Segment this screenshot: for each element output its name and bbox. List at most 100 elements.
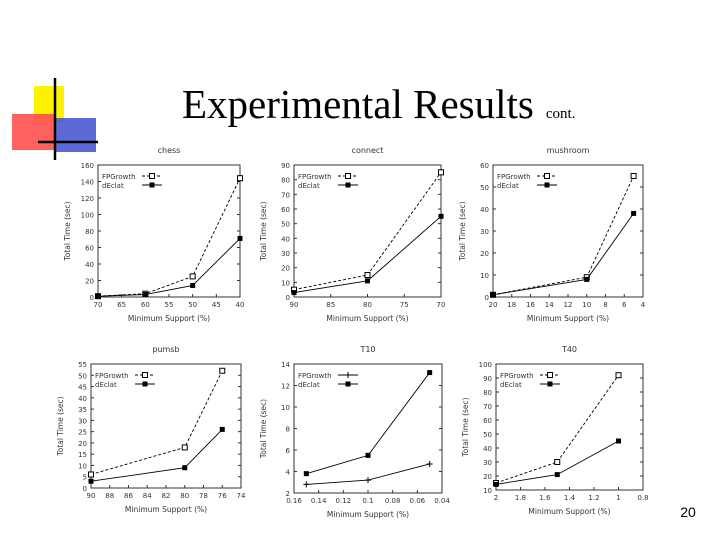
chart-1-xtick-label: 85 bbox=[326, 301, 335, 309]
chart-2-series-1-line bbox=[492, 213, 634, 296]
chart-4-series-1-line bbox=[306, 372, 431, 475]
chart-1-marker bbox=[364, 272, 371, 278]
chart-0-ytick-label: 120 bbox=[81, 195, 94, 203]
chart-0-legend-label: FPGrowth bbox=[102, 173, 136, 181]
chart-3-series-1-line bbox=[90, 429, 223, 482]
chart-4-legend-label: FPGrowth bbox=[298, 372, 332, 380]
chart-5-xtick-label: 1.4 bbox=[564, 494, 576, 502]
chart-3-marker bbox=[219, 367, 226, 374]
chart-0-marker bbox=[149, 173, 155, 179]
chart-2-xtick-label: 10 bbox=[582, 301, 591, 309]
chart-2-ytick-label: 40 bbox=[480, 206, 489, 214]
chart-3-marker bbox=[182, 465, 188, 471]
chart-0-marker bbox=[95, 293, 101, 299]
chart-4-xlabel: Minimum Support (%) bbox=[327, 510, 409, 519]
chart-3-xtick-label: 82 bbox=[162, 492, 171, 500]
chart-5-marker bbox=[616, 438, 621, 444]
chart-1-ytick-label: 90 bbox=[281, 162, 290, 170]
chart-4-marker bbox=[365, 452, 371, 458]
chart-1-ytick-label: 60 bbox=[281, 206, 290, 214]
chart-0-xlabel: Minimum Support (%) bbox=[128, 314, 210, 323]
chart-5-xtick-label: 1.6 bbox=[539, 494, 551, 502]
chart-5-xtick-label: 1.8 bbox=[515, 494, 526, 502]
chart-0-xtick-label: 40 bbox=[236, 301, 245, 309]
chart-1-xlabel: Minimum Support (%) bbox=[326, 314, 408, 323]
chart-4-xtick-label: 0.16 bbox=[286, 497, 302, 505]
chart-0-xtick-label: 55 bbox=[165, 301, 174, 309]
chart-1-ytick-label: 20 bbox=[281, 265, 290, 273]
chart-3-ytick-label: 0 bbox=[83, 485, 87, 493]
slide-title: Experimental Results cont. bbox=[182, 80, 622, 130]
chart-1-ytick-label: 50 bbox=[281, 221, 290, 229]
slide-logo bbox=[12, 78, 98, 160]
chart-3-marker bbox=[88, 478, 94, 484]
chart-3-ytick-label: 50 bbox=[78, 372, 87, 380]
chart-2-legend-label: FPGrowth bbox=[497, 173, 531, 181]
chart-2-xtick-label: 4 bbox=[641, 301, 646, 309]
chart-0-marker bbox=[149, 182, 155, 188]
chart-4-marker bbox=[427, 370, 433, 376]
chart-3-xlabel: Minimum Support (%) bbox=[125, 505, 207, 514]
chart-3-ytick-label: 40 bbox=[78, 395, 87, 403]
chart-3-ytick-label: 55 bbox=[78, 361, 87, 369]
chart-3-ytick-label: 25 bbox=[78, 429, 87, 437]
chart-2-title: mushroom bbox=[547, 146, 590, 155]
chart-5-ylabel: Total Time (sec) bbox=[461, 397, 470, 457]
chart-2-xtick-label: 20 bbox=[489, 301, 498, 309]
chart-5-ytick-label: 60 bbox=[483, 417, 492, 425]
chart-1-marker bbox=[438, 169, 444, 176]
logo-red-square bbox=[12, 114, 56, 150]
chart-3-title: pumsb bbox=[152, 345, 179, 354]
chart-1-ytick-label: 70 bbox=[281, 191, 290, 199]
chart-1-ytick-label: 0 bbox=[286, 294, 290, 302]
chart-5-ytick-label: 20 bbox=[483, 473, 492, 481]
chart-0-series-0-line bbox=[97, 178, 241, 297]
chart-2-xtick-label: 6 bbox=[622, 301, 627, 309]
chart-5-xlabel: Minimum Support (%) bbox=[528, 507, 610, 516]
chart-5-ytick-label: 80 bbox=[483, 389, 492, 397]
chart-2-marker bbox=[630, 173, 637, 179]
chart-3-ytick-label: 30 bbox=[78, 417, 87, 425]
chart-1-legend-label: FPGrowth bbox=[298, 173, 332, 181]
chart-3-ylabel: Total Time (sec) bbox=[56, 396, 65, 456]
chart-2-legend-label: dEclat bbox=[497, 182, 519, 190]
chart-0-ytick-label: 160 bbox=[81, 162, 94, 170]
chart-0-marker bbox=[190, 282, 196, 288]
chart-5-marker bbox=[547, 381, 553, 387]
chart-0-ytick-label: 80 bbox=[85, 228, 94, 236]
chart-2-series-0-line bbox=[492, 175, 635, 296]
chart-3-ytick-label: 15 bbox=[78, 451, 87, 459]
chart-0-ytick-label: 60 bbox=[85, 245, 94, 253]
chart-2-marker bbox=[544, 182, 550, 188]
chart-4-legend-label: dEclat bbox=[298, 381, 320, 389]
chart-5-xtick-label: 0.8 bbox=[637, 494, 648, 502]
chart-1-marker bbox=[438, 213, 444, 219]
chart-5-marker bbox=[547, 372, 553, 378]
chart-2-ytick-label: 10 bbox=[480, 272, 489, 280]
chart-5-ytick-label: 40 bbox=[483, 445, 492, 453]
chart-0-xtick-label: 45 bbox=[212, 301, 221, 309]
chart-3-legend-label: dEclat bbox=[95, 381, 117, 389]
chart-2: mushroom 0 10 20 30 40 50 60 20 18 16 14 12 10 8 6 4 Mini… bbox=[458, 146, 646, 323]
chart-5-series-0-line bbox=[495, 374, 619, 484]
chart-5-marker bbox=[493, 481, 499, 487]
chart-0-marker bbox=[237, 235, 243, 241]
chart-5-marker bbox=[554, 472, 560, 478]
chart-5: T40 10 20 30 40 50 60 70 80 90 100 2 1.8 1.6 1.4 1.2 1 0.… bbox=[461, 345, 649, 516]
chart-5-ytick-label: 30 bbox=[483, 459, 492, 467]
chart-0-xtick-label: 60 bbox=[141, 301, 150, 309]
chart-1-ytick-label: 30 bbox=[281, 250, 290, 258]
chart-0: chess 0 20 40 60 80 100 120 140 160 70 65 60 55 50 45 40… bbox=[63, 146, 244, 323]
chart-4-title: T10 bbox=[359, 345, 375, 354]
chart-5-xtick-label: 1.2 bbox=[588, 494, 599, 502]
chart-2-xtick-label: 16 bbox=[526, 301, 535, 309]
chart-5-ytick-label: 100 bbox=[479, 361, 492, 369]
chart-0-xtick-label: 70 bbox=[94, 301, 103, 309]
chart-0-xtick-label: 50 bbox=[188, 301, 197, 309]
chart-3-ytick-label: 10 bbox=[78, 462, 87, 470]
chart-1-title: connect bbox=[352, 146, 384, 155]
chart-3-marker bbox=[142, 372, 148, 378]
chart-4-marker bbox=[303, 471, 309, 477]
chart-0-legend-label: dEclat bbox=[102, 182, 124, 190]
chart-4-marker bbox=[426, 460, 433, 467]
